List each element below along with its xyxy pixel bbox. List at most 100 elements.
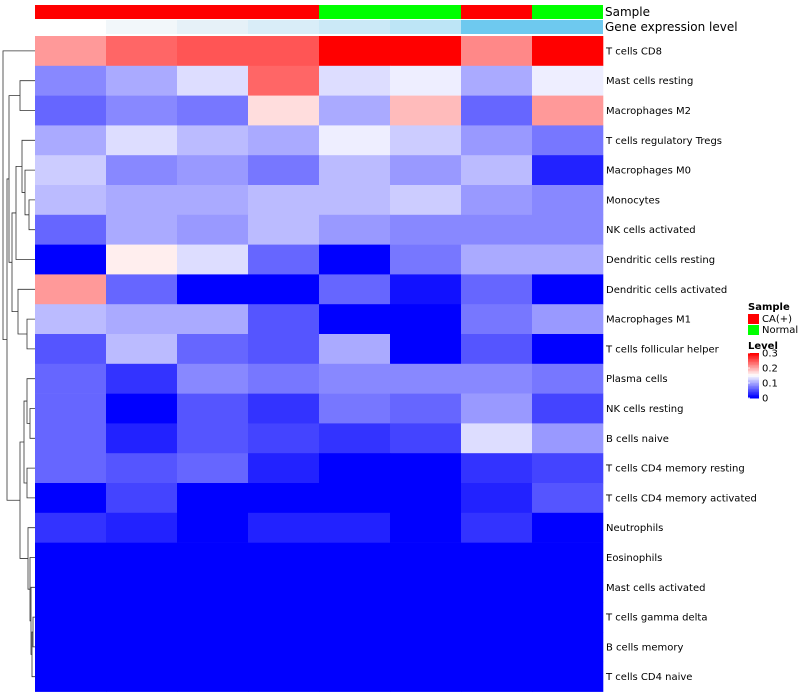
heatmap-cell xyxy=(106,423,178,454)
heatmap-cell xyxy=(35,423,107,454)
level-legend-gradient-step xyxy=(748,389,759,391)
heatmap-cell xyxy=(319,423,391,454)
heatmap-cell xyxy=(461,363,533,394)
heatmap-cell xyxy=(390,423,462,454)
heatmap-cell xyxy=(319,274,391,305)
sample-annotation-cell xyxy=(390,5,461,19)
level-legend-gradient-step xyxy=(748,353,759,355)
gene-expression-annotation-cell xyxy=(390,20,461,34)
level-legend-gradient-step xyxy=(748,374,759,376)
heatmap-cell xyxy=(319,572,391,603)
heatmap-cell xyxy=(35,155,107,186)
heatmap-cell xyxy=(106,185,178,216)
heatmap-cell xyxy=(319,512,391,543)
gene-expression-annotation-cell xyxy=(248,20,319,34)
heatmap-cell xyxy=(248,453,320,484)
level-legend-title: Level xyxy=(748,341,778,352)
heatmap-cell xyxy=(248,512,320,543)
level-legend-gradient-step xyxy=(748,365,759,367)
level-legend-gradient-step xyxy=(748,369,759,372)
heatmap-cell xyxy=(106,602,178,633)
heatmap-cell xyxy=(319,602,391,633)
heatmap-cell xyxy=(177,334,249,365)
heatmap-cell xyxy=(461,36,533,67)
heatmap-cell xyxy=(461,334,533,365)
heatmap-cell xyxy=(390,95,462,126)
heatmap-cell xyxy=(390,214,462,245)
sample-legend-label: CA(+) xyxy=(762,314,792,325)
sample-annotation-cell xyxy=(177,5,248,19)
heatmap-cell xyxy=(248,155,320,186)
heatmap-cell xyxy=(461,185,533,216)
dendrogram-branch xyxy=(31,631,35,678)
dendrogram-branch xyxy=(17,288,35,335)
heatmap-cell xyxy=(390,483,462,514)
heatmap-cell xyxy=(319,125,391,156)
heatmap-cell xyxy=(319,304,391,335)
heatmap-cell xyxy=(532,363,604,394)
heatmap-cell xyxy=(390,453,462,484)
heatmap-cell xyxy=(106,363,178,394)
gene-expression-annotation-cell xyxy=(106,20,177,34)
heatmap-cell xyxy=(461,65,533,96)
heatmap-cell xyxy=(532,542,604,573)
heatmap-cell xyxy=(248,542,320,573)
level-legend-gradient-step xyxy=(748,380,759,382)
level-legend-gradient-step xyxy=(748,363,759,366)
heatmap-cell xyxy=(248,423,320,454)
dendrogram-branch xyxy=(23,400,27,484)
level-legend-tick-label: 0.1 xyxy=(762,379,778,390)
dendrogram-branch xyxy=(29,408,35,439)
heatmap-cell xyxy=(248,274,320,305)
level-legend-gradient-step xyxy=(748,390,759,393)
heatmap-cell xyxy=(532,453,604,484)
heatmap-cell xyxy=(177,274,249,305)
heatmap-cell xyxy=(461,483,533,514)
heatmap-cell xyxy=(319,453,391,484)
heatmap-cell xyxy=(106,572,178,603)
heatmap-cell xyxy=(248,632,320,663)
sample-annotation-cell xyxy=(532,5,603,19)
level-legend-tick-label: 0 xyxy=(762,394,768,405)
heatmap-cell xyxy=(390,155,462,186)
heatmap-cell xyxy=(319,244,391,275)
heatmap-cell xyxy=(177,423,249,454)
heatmap-cell xyxy=(390,363,462,394)
sample-annotation-cell xyxy=(461,5,532,19)
heatmap-cell xyxy=(532,632,604,663)
level-legend-gradient-step xyxy=(748,395,759,397)
heatmap-cell xyxy=(177,661,249,692)
level-legend-gradient-step xyxy=(748,393,759,396)
row-label: Macrophages M0 xyxy=(606,166,691,177)
heatmap-cell xyxy=(461,512,533,543)
heatmap-cell xyxy=(390,274,462,305)
sample-legend-swatch xyxy=(748,314,759,324)
heatmap-cell xyxy=(177,632,249,663)
heatmap-cell xyxy=(248,125,320,156)
heatmap-cell xyxy=(106,632,178,663)
row-label: NK cells resting xyxy=(606,404,683,415)
heatmap-cell xyxy=(177,155,249,186)
level-legend-gradient-step xyxy=(748,375,759,378)
heatmap-cell xyxy=(248,304,320,335)
heatmap-cell xyxy=(532,334,604,365)
heatmap-cell xyxy=(106,542,178,573)
heatmap-cell xyxy=(35,483,107,514)
heatmap-cell xyxy=(319,661,391,692)
heatmap-cell xyxy=(248,334,320,365)
row-label: Macrophages M1 xyxy=(606,315,691,326)
heatmap-cell xyxy=(461,304,533,335)
heatmap-cell xyxy=(319,542,391,573)
heatmap-cell xyxy=(461,125,533,156)
row-label: T cells CD8 xyxy=(605,46,662,57)
dendrogram-branch xyxy=(15,165,35,260)
heatmap-cell xyxy=(177,244,249,275)
dendrogram-branch xyxy=(24,169,35,216)
heatmap-cell xyxy=(248,483,320,514)
heatmap-cell xyxy=(35,65,107,96)
heatmap-cell xyxy=(177,393,249,424)
heatmap-cell xyxy=(106,393,178,424)
dendrogram-branch xyxy=(21,139,35,193)
